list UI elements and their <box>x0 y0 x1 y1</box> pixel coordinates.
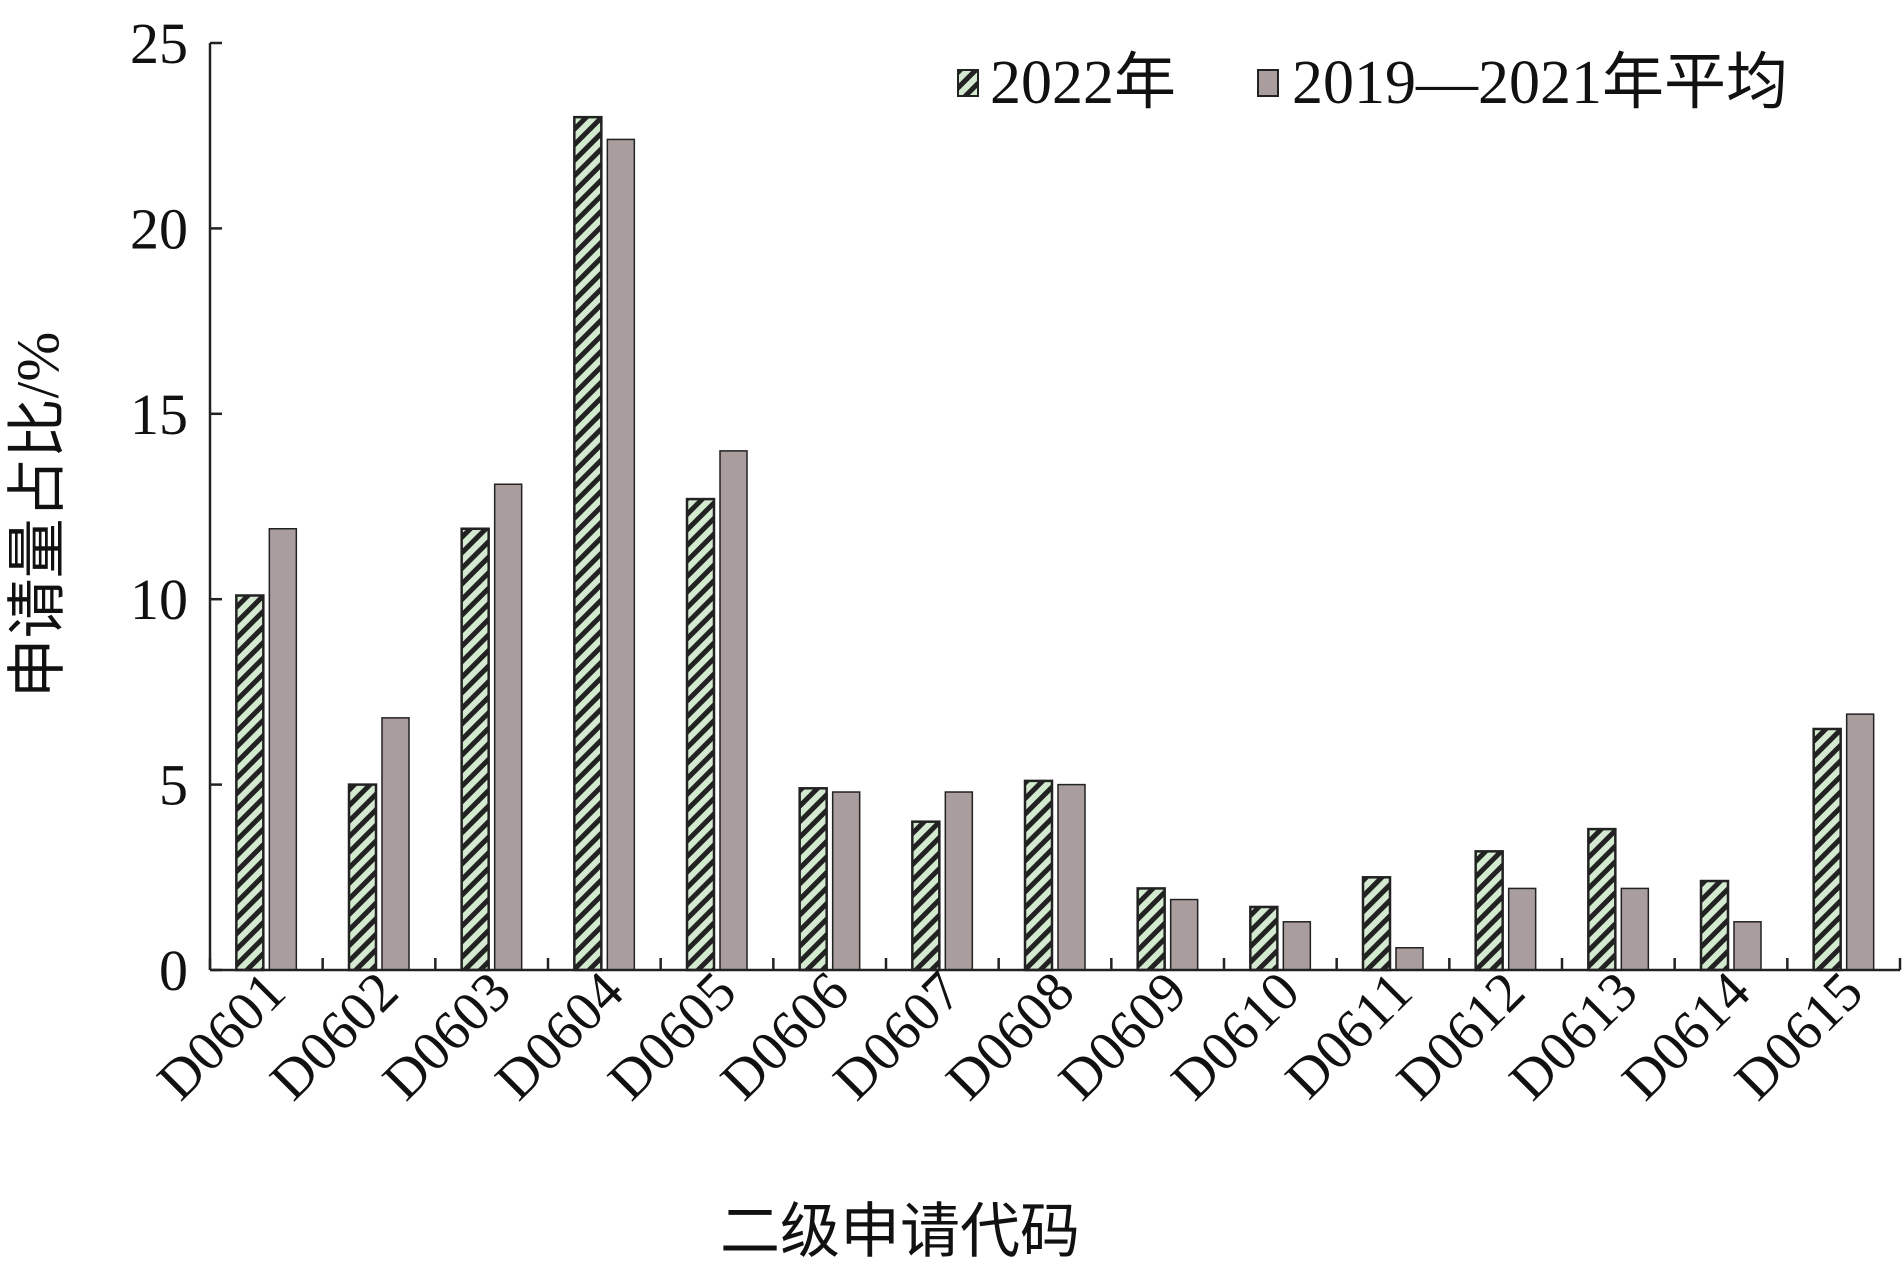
x-category-label: D0606 <box>709 960 861 1112</box>
x-category-label: D0607 <box>822 960 974 1112</box>
x-category-label: D0611 <box>1274 960 1424 1110</box>
legend-label-2019-2021-average: 2019—2021年平均 <box>1292 49 1788 117</box>
bar-2022-d0605 <box>685 497 716 972</box>
legend-swatch-2019-2021-average <box>1257 69 1279 97</box>
y-tick-label: 25 <box>130 11 188 76</box>
bar-2022-d0613 <box>1587 827 1617 972</box>
x-category-label: D0602 <box>259 960 411 1112</box>
x-category-label: D0612 <box>1385 960 1537 1112</box>
x-category-label: D0613 <box>1498 960 1650 1112</box>
bar-2019-2021-average-d0607 <box>944 791 974 971</box>
bar-2019-2021-average-d0610 <box>1282 921 1312 971</box>
bar-2019-2021-average-d0611 <box>1395 947 1424 971</box>
bar-2022-d0603 <box>460 527 490 972</box>
bar-2022-d0608 <box>1023 779 1054 972</box>
legend: 2022年 2019—2021年平均 <box>957 49 1788 117</box>
bar-2022-d0606 <box>798 787 828 972</box>
bar-2019-2021-average-d0604 <box>606 138 636 971</box>
bar-2019-2021-average-d0608 <box>1057 783 1086 971</box>
bar-2022-d0611 <box>1361 876 1392 972</box>
bars-layer <box>235 115 1875 972</box>
x-ticks: D0601D0602D0603D0604D0605D0606D0607D0608… <box>146 958 1902 1112</box>
bar-2019-2021-average-d0613 <box>1620 887 1650 971</box>
bar-2022-d0609 <box>1136 887 1166 972</box>
bar-2022-d0615 <box>1812 727 1842 972</box>
bar-2022-d0602 <box>347 783 378 972</box>
bar-2022-d0607 <box>911 820 941 972</box>
x-category-label: D0608 <box>935 960 1087 1112</box>
legend-label-2022: 2022年 <box>990 49 1176 117</box>
bar-2019-2021-average-d0605 <box>719 450 748 971</box>
bar-2022-d0604 <box>573 115 603 972</box>
bar-2019-2021-average-d0609 <box>1169 898 1199 971</box>
y-tick-label: 10 <box>130 567 188 632</box>
y-tick-label: 15 <box>130 382 188 447</box>
x-axis-title: 二级申请代码 <box>720 1199 1080 1265</box>
x-category-label: D0609 <box>1047 960 1199 1112</box>
y-tick-label: 5 <box>159 753 188 818</box>
bar-2019-2021-average-d0603 <box>493 483 523 971</box>
bar-2022-d0614 <box>1699 879 1730 972</box>
y-ticks: 0 5 10 15 20 25 <box>130 11 222 1003</box>
bar-2019-2021-average-d0606 <box>831 791 861 971</box>
x-category-label: D0614 <box>1611 960 1763 1112</box>
bar-2019-2021-average-d0612 <box>1507 887 1537 971</box>
x-category-label: D0615 <box>1723 960 1875 1112</box>
x-category-label: D0610 <box>1160 960 1312 1112</box>
bar-2019-2021-average-d0614 <box>1733 921 1762 971</box>
bar-2022-d0601 <box>235 594 265 972</box>
x-category-label: D0604 <box>484 960 636 1112</box>
y-axis-title: 申请量占比/% <box>5 332 71 699</box>
x-category-label: D0605 <box>597 960 749 1112</box>
axes-layer <box>208 43 1900 972</box>
x-category-label: D0603 <box>371 960 523 1112</box>
bar-2019-2021-average-d0602 <box>381 717 410 971</box>
legend-swatch-2022 <box>957 69 979 97</box>
bar-2019-2021-average-d0615 <box>1845 713 1875 971</box>
bar-2022-d0612 <box>1474 850 1504 972</box>
bar-2019-2021-average-d0601 <box>268 527 298 971</box>
bar-2022-d0610 <box>1249 905 1279 972</box>
y-tick-label: 0 <box>159 938 188 1003</box>
y-tick-label: 20 <box>130 196 188 261</box>
